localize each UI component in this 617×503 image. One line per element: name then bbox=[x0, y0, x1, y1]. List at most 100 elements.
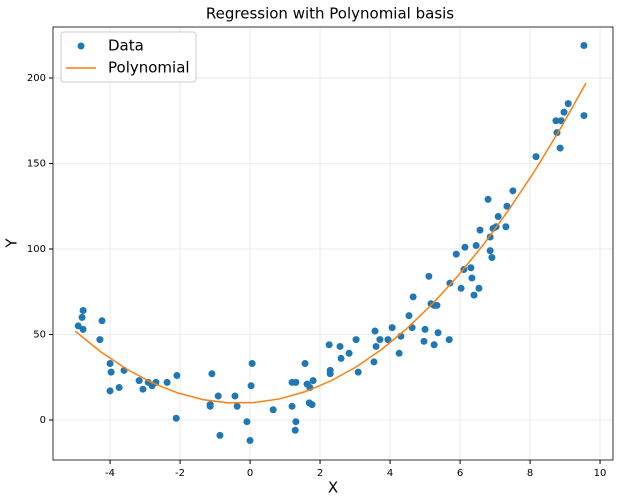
data-point bbox=[208, 370, 216, 378]
data-point bbox=[247, 382, 255, 390]
data-point bbox=[446, 279, 454, 287]
data-point bbox=[580, 112, 588, 120]
x-tick-label: 4 bbox=[387, 468, 393, 479]
data-point bbox=[371, 327, 379, 335]
data-point bbox=[269, 406, 277, 414]
y-tick-label: 50 bbox=[33, 329, 46, 340]
legend-box bbox=[60, 31, 197, 83]
line bbox=[74, 82, 587, 404]
data-point bbox=[556, 144, 564, 152]
data-point bbox=[172, 414, 180, 422]
data-point bbox=[139, 385, 147, 393]
data-point bbox=[488, 254, 496, 262]
data-point bbox=[288, 402, 296, 410]
data-point bbox=[509, 187, 517, 195]
data-point bbox=[107, 368, 115, 376]
data-point bbox=[214, 392, 222, 400]
data-point bbox=[430, 341, 438, 349]
x-tick-label: -4 bbox=[105, 468, 115, 479]
data-point bbox=[475, 284, 483, 292]
x-tick-label: 0 bbox=[247, 468, 253, 479]
data-point bbox=[502, 223, 510, 231]
data-point bbox=[243, 418, 251, 426]
data-point bbox=[308, 401, 316, 409]
data-point bbox=[326, 370, 334, 378]
data-point bbox=[425, 272, 433, 280]
data-point bbox=[163, 378, 171, 386]
x-tick-label: 8 bbox=[527, 468, 533, 479]
x-tick-label: 6 bbox=[457, 468, 463, 479]
data-point bbox=[325, 341, 333, 349]
y-tick-label: 0 bbox=[40, 415, 46, 426]
data-point bbox=[552, 117, 560, 125]
data-point bbox=[376, 336, 384, 344]
data-point bbox=[79, 325, 87, 333]
data-point bbox=[336, 342, 344, 350]
legend-label: Data bbox=[108, 37, 144, 55]
plot-frame bbox=[52, 26, 614, 461]
x-tick-label: 2 bbox=[317, 468, 323, 479]
data-point bbox=[206, 402, 214, 410]
legend-swatch bbox=[77, 42, 85, 50]
data-point bbox=[405, 312, 413, 320]
data-point bbox=[420, 337, 428, 345]
data-point bbox=[233, 402, 241, 410]
data-point bbox=[115, 383, 123, 391]
y-tick-label: 200 bbox=[27, 73, 46, 84]
data-point bbox=[476, 226, 484, 234]
data-point bbox=[468, 274, 476, 282]
data-point bbox=[494, 212, 502, 220]
data-point bbox=[106, 360, 114, 368]
data-point bbox=[292, 418, 300, 426]
data-point bbox=[445, 336, 453, 344]
data-point bbox=[384, 336, 392, 344]
x-axis-label: X bbox=[328, 479, 338, 497]
data-point bbox=[470, 291, 478, 299]
legend-label: Polynomial bbox=[108, 59, 190, 77]
data-point bbox=[78, 313, 86, 321]
data-point bbox=[354, 368, 362, 376]
data-point bbox=[580, 41, 588, 49]
data-point bbox=[421, 325, 429, 333]
data-point bbox=[557, 117, 565, 125]
data-point bbox=[409, 293, 417, 301]
data-point bbox=[564, 100, 572, 108]
data-point bbox=[472, 242, 480, 250]
chart-title: Regression with Polynomial basis bbox=[206, 5, 454, 23]
data-point bbox=[484, 195, 492, 203]
data-point bbox=[96, 336, 104, 344]
data-point bbox=[291, 426, 299, 434]
y-axis-label: Y bbox=[3, 238, 21, 249]
data-point bbox=[345, 349, 353, 357]
data-point bbox=[79, 307, 87, 315]
data-point bbox=[309, 377, 317, 385]
data-point bbox=[301, 360, 309, 368]
data-point bbox=[395, 349, 403, 357]
data-point bbox=[457, 284, 465, 292]
data-point bbox=[560, 108, 568, 116]
data-point bbox=[370, 358, 378, 366]
data-point bbox=[352, 336, 360, 344]
data-point bbox=[372, 342, 380, 350]
data-point bbox=[173, 372, 181, 380]
x-tick-label: 10 bbox=[594, 468, 607, 479]
data-point bbox=[452, 250, 460, 258]
data-point bbox=[98, 317, 106, 325]
data-point bbox=[135, 377, 143, 385]
data-point bbox=[503, 202, 511, 210]
data-point bbox=[467, 264, 475, 272]
data-point bbox=[532, 153, 540, 161]
data-point bbox=[388, 324, 396, 332]
data-point bbox=[434, 329, 442, 337]
data-point bbox=[337, 354, 345, 362]
data-point bbox=[292, 378, 300, 386]
data-point bbox=[106, 387, 114, 395]
data-point bbox=[461, 243, 469, 251]
data-point bbox=[433, 301, 441, 309]
data-point bbox=[216, 431, 224, 439]
data-point bbox=[231, 392, 239, 400]
data-point bbox=[246, 437, 254, 445]
y-tick-label: 100 bbox=[27, 244, 46, 255]
